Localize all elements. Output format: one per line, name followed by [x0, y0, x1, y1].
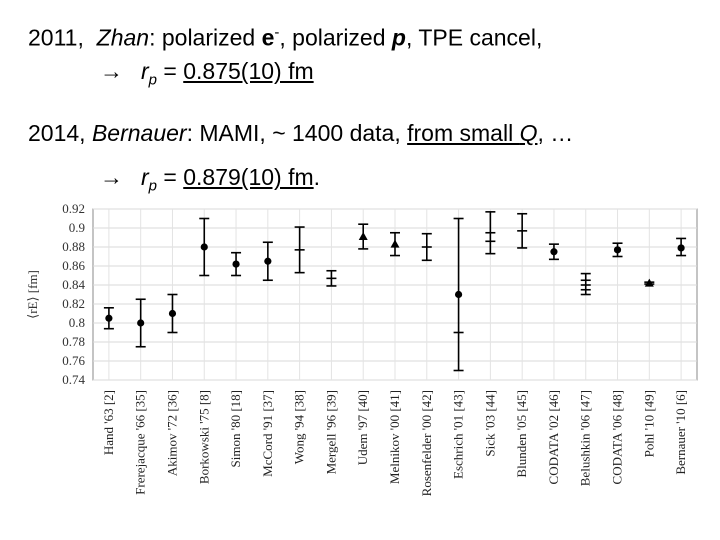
y-axis-label: ⟨rE⟩ [fm]: [25, 270, 40, 319]
zhan-desc-a: : polarized: [149, 24, 256, 51]
data-point: [168, 309, 177, 318]
y-tick-label: 0.82: [62, 296, 85, 311]
zhan-desc-c: , TPE cancel,: [405, 24, 543, 51]
category-label: Akimov '72 [36]: [164, 390, 179, 476]
header-line-bernauer: 2014, Bernauer: MAMI, ~ 1400 data, from …: [28, 120, 573, 147]
small-q-text: from small: [407, 120, 520, 146]
header-line-bernauer-result: → rp = 0.879(10) fm.: [100, 164, 320, 195]
data-point: [390, 239, 400, 248]
y-tick-label: 0.78: [62, 334, 85, 349]
data-point: [264, 257, 272, 265]
category-label: Simon '80 [18]: [228, 390, 243, 467]
data-point: [550, 248, 558, 256]
period: .: [313, 164, 321, 190]
category-label: CODATA '02 [46]: [546, 390, 561, 484]
equals: =: [157, 58, 184, 84]
zhan-desc-b: , polarized: [279, 24, 386, 51]
radius-symbol: r: [141, 164, 149, 190]
header-line-zhan-result: → rp = 0.875(10) fm: [100, 58, 314, 89]
data-point: [358, 232, 368, 241]
data-point: [137, 319, 145, 327]
category-label: Eschrich '01 [43]: [451, 390, 466, 479]
data-point: [200, 243, 208, 251]
category-label: Mergell '96 [39]: [323, 390, 338, 474]
category-label: Melnikov '00 [41]: [387, 390, 402, 484]
y-tick-label: 0.88: [62, 239, 85, 254]
year-2011: 2011,: [28, 24, 84, 51]
data-point: [232, 260, 240, 268]
bernauer-desc: : MAMI, ~ 1400 data,: [186, 120, 408, 146]
q-symbol: Q: [519, 120, 538, 146]
data-point: [677, 244, 685, 252]
radius-subscript: p: [148, 71, 158, 89]
category-label: Belushkin '06 [47]: [578, 390, 593, 486]
equals: =: [157, 164, 184, 190]
radius-symbol: r: [141, 58, 149, 84]
category-label: Bernauer '10 [6]: [673, 390, 688, 475]
small-q-note: from small Q: [407, 120, 537, 146]
category-label: Borkowski '75 [8]: [196, 390, 211, 484]
category-label: Pohl '10 [49]: [641, 390, 656, 457]
y-tick-label: 0.86: [62, 258, 85, 273]
zhan-radius-value: 0.875(10) fm: [183, 58, 314, 84]
category-label: Sick '03 [44]: [482, 390, 497, 457]
header-line-zhan: 2011, Zhan: polarized e-, polarized p, T…: [28, 24, 542, 52]
y-tick-label: 0.92: [62, 201, 85, 216]
category-label: McCord '91 [37]: [260, 390, 275, 477]
data-point: [105, 314, 113, 322]
right-arrow-icon: →: [100, 164, 123, 190]
right-arrow-icon: →: [100, 58, 123, 84]
y-tick-label: 0.9: [69, 220, 85, 235]
author-zhan: Zhan: [96, 24, 150, 51]
ellipsis: , …: [537, 120, 574, 146]
data-point: [454, 290, 463, 299]
category-label: Frerejacque '66 [35]: [133, 390, 148, 495]
year-2014: 2014,: [28, 120, 86, 146]
bernauer-radius-value: 0.879(10) fm: [183, 164, 314, 190]
y-tick-label: 0.84: [62, 277, 85, 292]
author-bernauer: Bernauer: [91, 120, 187, 146]
category-label: Blunden '05 [45]: [514, 390, 529, 478]
electron-charge: -: [274, 24, 280, 41]
y-tick-label: 0.8: [69, 315, 85, 330]
category-label: Udem '97 [40]: [355, 390, 370, 465]
radius-subscript: p: [148, 177, 158, 195]
category-label: Hand '63 [2]: [101, 390, 116, 455]
data-point: [613, 246, 622, 254]
y-tick-label: 0.76: [62, 353, 85, 368]
proton-symbol: p: [391, 24, 406, 51]
category-label: CODATA '06 [48]: [610, 390, 625, 484]
category-label: Rosenfelder '00 [42]: [419, 390, 434, 496]
data-point: [644, 278, 654, 287]
y-tick-label: 0.74: [62, 372, 85, 387]
electron-symbol: e: [261, 24, 275, 51]
category-label: Wong '94 [38]: [292, 390, 307, 464]
